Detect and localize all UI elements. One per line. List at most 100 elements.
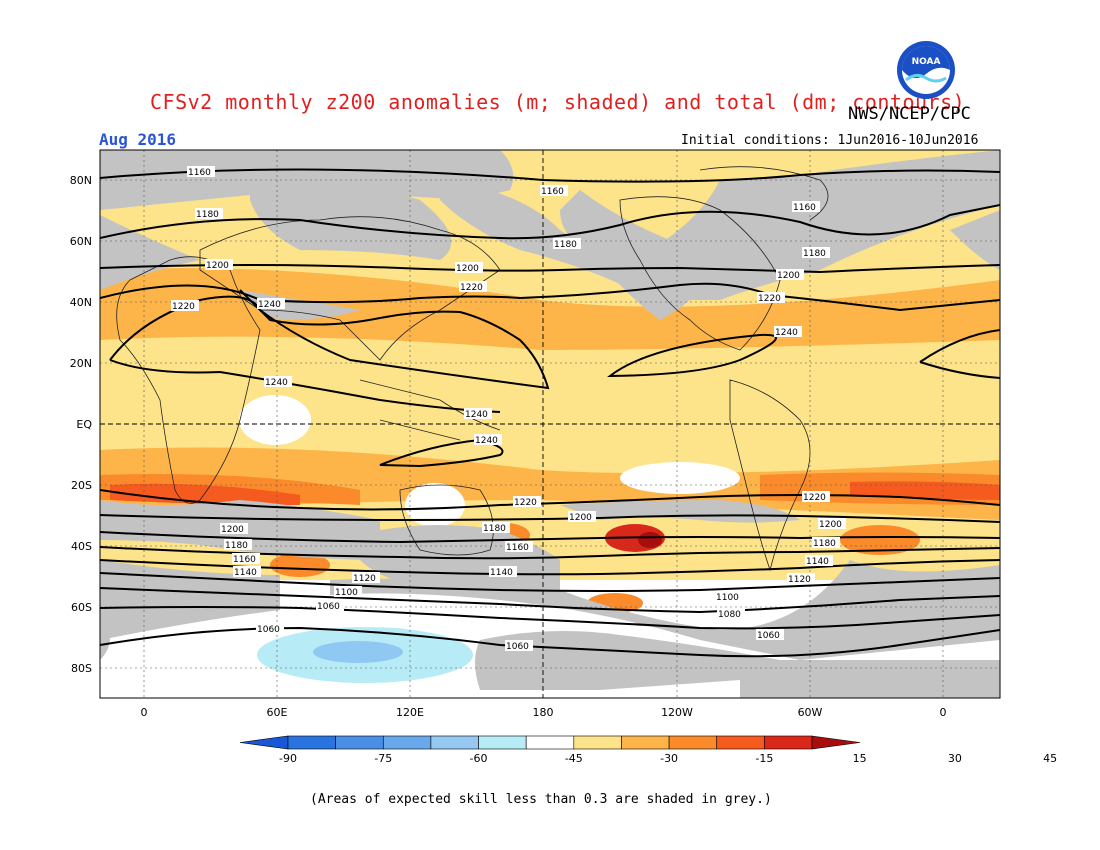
colorbar-swatch — [287, 735, 336, 750]
svg-text:1240: 1240 — [465, 410, 488, 420]
contour-label-29: 1140 — [233, 566, 261, 578]
contour-label-15: 1240 — [264, 376, 292, 388]
contour-label-37: 1060 — [756, 629, 784, 641]
colorbar-tick-label: -75 — [374, 752, 392, 765]
svg-text:1240: 1240 — [775, 328, 798, 338]
map-frame — [99, 149, 1001, 699]
svg-text:1200: 1200 — [206, 261, 229, 271]
lon-label: 180 — [533, 706, 554, 719]
contour-label-6: 1180 — [802, 247, 830, 259]
contour-label-25: 1180 — [812, 537, 840, 549]
svg-text:1160: 1160 — [188, 168, 211, 178]
lat-label: 20N — [70, 357, 92, 370]
contour-label-14: 1240 — [774, 326, 802, 338]
svg-text:1080: 1080 — [718, 610, 741, 620]
contour-label-13: 1240 — [257, 298, 285, 310]
lon-label: 60W — [798, 706, 823, 719]
contour-label-19: 1200 — [568, 511, 596, 523]
lon-label: 0 — [940, 706, 947, 719]
colorbar-swatch — [764, 735, 813, 750]
colorbar-swatch — [668, 735, 718, 750]
contour-label-5: 1180 — [553, 238, 581, 250]
lon-label: 120E — [396, 706, 424, 719]
contour-label-39: 1060 — [505, 640, 533, 652]
colorbar-arrow-low — [239, 735, 289, 750]
svg-text:1180: 1180 — [225, 541, 248, 551]
contour-label-26: 1160 — [232, 553, 260, 565]
contour-label-18: 1220 — [513, 496, 541, 508]
svg-text:1120: 1120 — [788, 575, 811, 585]
contour-label-2: 1160 — [540, 185, 568, 197]
contour-label-30: 1140 — [489, 566, 517, 578]
svg-text:1060: 1060 — [257, 625, 280, 635]
contour-label-4: 1180 — [195, 208, 223, 220]
colorbar: -90-75-60-45-30-15153045607590 — [239, 735, 1057, 765]
contour-label-23: 1180 — [224, 539, 252, 551]
contour-label-22: 1200 — [818, 518, 846, 530]
svg-text:1200: 1200 — [569, 513, 592, 523]
height-contours — [100, 168, 1000, 658]
forecast-month: Aug 2016 — [99, 130, 177, 149]
colorbar-tick-label: -45 — [565, 752, 583, 765]
lat-label: 40S — [71, 540, 92, 553]
colorbar-swatch — [621, 735, 670, 750]
contour-label-31: 1120 — [787, 573, 815, 585]
colorbar-swatch — [382, 735, 432, 750]
initial-conditions: Initial conditions: 1Jun2016-10Jun2016 — [681, 133, 979, 148]
colorbar-tick-label: -30 — [660, 752, 678, 765]
colorbar-swatch — [716, 735, 765, 750]
contour-labels: 1160 1160 1160 1180 1180 1180 1200 1200 … — [171, 166, 846, 652]
svg-text:1160: 1160 — [506, 543, 529, 553]
lat-label: 40N — [70, 296, 92, 309]
colorbar-tick-label: -90 — [279, 752, 297, 765]
lat-label: 80N — [70, 174, 92, 187]
colorbar-tick-label: 45 — [1043, 752, 1057, 765]
svg-text:1240: 1240 — [475, 436, 498, 446]
contour-label-21: 1200 — [220, 523, 248, 535]
contour-label-1: 1160 — [187, 166, 215, 178]
contour-label-7: 1200 — [205, 259, 233, 271]
contour-label-16: 1240 — [464, 408, 492, 420]
contour-label-32: 1120 — [352, 572, 380, 584]
colorbar-tick-label: -15 — [755, 752, 773, 765]
colorbar-swatch — [478, 735, 527, 750]
contour-label-35: 1080 — [717, 608, 745, 620]
svg-text:1200: 1200 — [221, 525, 244, 535]
svg-text:1180: 1180 — [803, 249, 826, 259]
svg-text:1180: 1180 — [483, 524, 506, 534]
svg-text:1060: 1060 — [506, 642, 529, 652]
contour-label-27: 1160 — [505, 541, 533, 553]
svg-text:1200: 1200 — [777, 271, 800, 281]
lat-label: 60S — [71, 601, 92, 614]
colorbar-swatch — [335, 735, 384, 750]
contour-label-12: 1220 — [171, 300, 199, 312]
svg-text:1220: 1220 — [758, 294, 781, 304]
lat-label: 20S — [71, 479, 92, 492]
longitude-labels: 0 60E 120E 180 120W 60W 0 — [141, 706, 947, 719]
svg-text:1220: 1220 — [172, 302, 195, 312]
latitude-labels: 80N 60N 40N 20N EQ 20S 40S 60S 80S — [70, 174, 93, 675]
svg-text:1180: 1180 — [196, 210, 219, 220]
svg-text:1060: 1060 — [317, 602, 340, 612]
svg-text:1100: 1100 — [716, 593, 739, 603]
colorbar-swatch — [525, 735, 575, 750]
contour-label-28: 1140 — [805, 555, 833, 567]
map-title: CFSv2 monthly z200 anomalies (m; shaded)… — [150, 90, 966, 114]
colorbar-swatch — [573, 735, 622, 750]
lat-label: EQ — [76, 418, 92, 431]
colorbar-tick-label: 15 — [853, 752, 867, 765]
svg-text:1160: 1160 — [541, 187, 564, 197]
contour-label-38: 1060 — [256, 623, 284, 635]
contour-label-9: 1200 — [776, 269, 804, 281]
contour-label-3: 1160 — [792, 201, 820, 213]
lon-label: 0 — [141, 706, 148, 719]
svg-text:1180: 1180 — [813, 539, 836, 549]
svg-text:1100: 1100 — [335, 588, 358, 598]
svg-text:1060: 1060 — [757, 631, 780, 641]
contour-label-20: 1220 — [802, 491, 830, 503]
svg-text:1140: 1140 — [806, 557, 829, 567]
colorbar-tick-label: 30 — [948, 752, 962, 765]
lat-label: 60N — [70, 235, 92, 248]
svg-text:1220: 1220 — [460, 283, 483, 293]
